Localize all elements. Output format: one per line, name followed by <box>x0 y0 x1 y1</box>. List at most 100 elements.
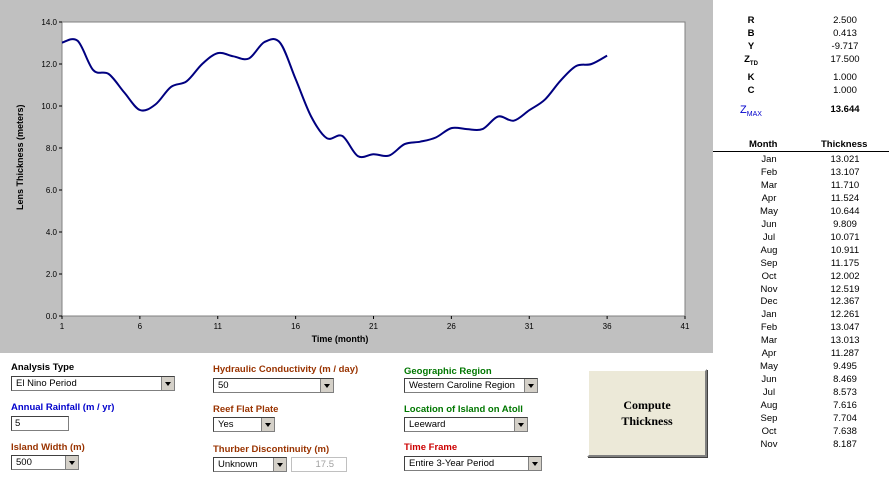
reef-flat-plate-select[interactable]: Yes <box>213 417 275 432</box>
table-row: Oct 7.638 <box>713 426 889 439</box>
y-axis-title: Lens Thickness (meters) <box>15 104 25 210</box>
y-tick-label: 10.0 <box>41 102 57 111</box>
table-row: Apr 11.287 <box>713 348 889 361</box>
chevron-down-icon[interactable] <box>320 379 333 392</box>
param-value: 2.500 <box>833 15 857 26</box>
chevron-down-icon[interactable] <box>261 418 274 431</box>
month-cell: Mar <box>760 179 778 191</box>
y-tick-label: 12.0 <box>41 60 57 69</box>
lens-thickness-line <box>61 38 608 159</box>
month-cell: Mar <box>760 335 778 347</box>
thickness-cell: 12.519 <box>830 283 860 295</box>
time-frame-select[interactable]: Entire 3-Year Period <box>404 456 542 471</box>
x-tick-label: 1 <box>60 322 65 331</box>
chevron-down-icon[interactable] <box>514 418 527 431</box>
thickness-cell: 11.287 <box>830 348 860 360</box>
month-cell: May <box>760 205 778 217</box>
month-cell: May <box>760 361 778 373</box>
thickness-cell: 12.367 <box>830 296 860 308</box>
analysis-type-select[interactable]: El Nino Period <box>11 376 175 391</box>
lens-thickness-chart: 0.02.04.06.08.010.012.014.0 1 6 11 16 21 26 31… <box>15 18 690 344</box>
thickness-cell: 10.644 <box>830 205 860 217</box>
thickness-cell: 7.704 <box>833 413 857 424</box>
compute-button-line1: Compute <box>623 398 671 412</box>
table-row: Jun 8.469 <box>713 374 889 387</box>
x-tick-label: 26 <box>447 322 456 331</box>
plot-area <box>61 21 686 317</box>
thickness-cell: 13.047 <box>830 322 860 334</box>
geographic-region-select[interactable]: Western Caroline Region <box>404 378 538 393</box>
month-cell: Apr <box>761 348 777 360</box>
chevron-down-icon[interactable] <box>65 456 78 469</box>
reef-flat-plate-value: Yes <box>218 419 234 430</box>
table-row: Feb 13.107 <box>713 167 889 180</box>
thickness-cell: 11.524 <box>830 192 860 204</box>
month-cell: Nov <box>760 438 778 450</box>
chevron-down-icon[interactable] <box>161 377 174 390</box>
x-tick-label: 31 <box>525 322 534 331</box>
x-tick-label: 41 <box>681 322 690 331</box>
thickness-cell: 9.495 <box>833 361 857 373</box>
x-tick-label: 21 <box>369 322 378 331</box>
y-axis: 0.0 2.0 4.0 6.0 8.0 10.0 12.0 14.0 <box>41 18 62 321</box>
thickness-cell: 13.013 <box>830 335 860 347</box>
thickness-cell: 12.002 <box>830 270 860 282</box>
thickness-cell: 13.107 <box>830 166 860 178</box>
hydraulic-conductivity-select[interactable]: 50 <box>213 378 334 393</box>
table-row: May 9.495 <box>713 361 889 374</box>
y-tick-label: 8.0 <box>46 144 58 153</box>
table-row: Jul 8.573 <box>713 387 889 400</box>
table-row: Nov 12.519 <box>713 284 889 297</box>
compute-thickness-button[interactable]: Compute Thickness <box>587 369 707 457</box>
annual-rainfall-label: Annual Rainfall (m / yr) <box>11 402 115 413</box>
param-value: -9.717 <box>831 41 859 52</box>
param-value: 1.000 <box>833 72 857 83</box>
analysis-type-label: Analysis Type <box>11 362 75 373</box>
island-width-label: Island Width (m) <box>11 442 85 453</box>
thickness-header: Thickness <box>821 139 868 150</box>
y-tick-label: 4.0 <box>46 228 58 237</box>
thickness-cell: 13.021 <box>830 154 860 165</box>
month-cell: Sep <box>760 257 778 269</box>
table-row: Sep 11.175 <box>713 258 889 271</box>
thurber-discontinuity-select[interactable]: Unknown <box>213 457 287 472</box>
island-width-value: 500 <box>16 457 32 468</box>
x-tick-label: 36 <box>603 322 612 331</box>
y-tick-label: 6.0 <box>46 186 58 195</box>
chevron-down-icon[interactable] <box>524 379 537 392</box>
chevron-down-icon[interactable] <box>528 457 541 470</box>
zmax-value: 13.644 <box>830 104 860 115</box>
geographic-region-label: Geographic Region <box>404 366 492 377</box>
x-axis-title: Time (month) <box>312 334 369 344</box>
island-location-select[interactable]: Leeward <box>404 417 528 432</box>
month-cell: Jan <box>761 309 777 321</box>
x-tick-label: 6 <box>138 322 143 331</box>
thickness-cell: 9.809 <box>833 218 857 230</box>
y-tick-label: 0.0 <box>46 312 58 321</box>
param-key: Y <box>747 41 755 52</box>
thurber-depth-input: 17.5 <box>291 457 347 472</box>
param-key: R <box>747 15 755 26</box>
param-value: 17.500 <box>830 54 860 65</box>
param-value: 0.413 <box>833 28 857 39</box>
table-row: Nov 8.187 <box>713 439 889 452</box>
table-row: Aug 7.616 <box>713 400 889 413</box>
chevron-down-icon[interactable] <box>273 458 286 471</box>
table-row: Feb 13.047 <box>713 322 889 335</box>
y-tick-label: 14.0 <box>41 18 57 27</box>
month-cell: Aug <box>760 244 778 256</box>
table-row: Apr 11.524 <box>713 193 889 206</box>
thickness-cell: 11.175 <box>830 257 860 269</box>
x-tick-label: 11 <box>214 322 223 331</box>
table-row: Mar 13.013 <box>713 335 889 348</box>
geographic-region-value: Western Caroline Region <box>409 380 515 391</box>
month-cell: Apr <box>761 192 777 204</box>
table-row: Sep 7.704 <box>713 413 889 426</box>
island-width-select[interactable]: 500 <box>11 455 79 470</box>
thickness-cell: 7.638 <box>833 425 857 437</box>
chart-panel: 0.0 2.0 4.0 6.0 8.0 10.0 12.0 14.0 1 6 11 16 21 26 31… <box>0 0 713 353</box>
month-cell: Aug <box>760 400 778 412</box>
month-cell: Sep <box>760 413 778 424</box>
annual-rainfall-input[interactable]: 5 <box>11 416 69 431</box>
table-row: Jan 13.021 <box>713 154 889 167</box>
